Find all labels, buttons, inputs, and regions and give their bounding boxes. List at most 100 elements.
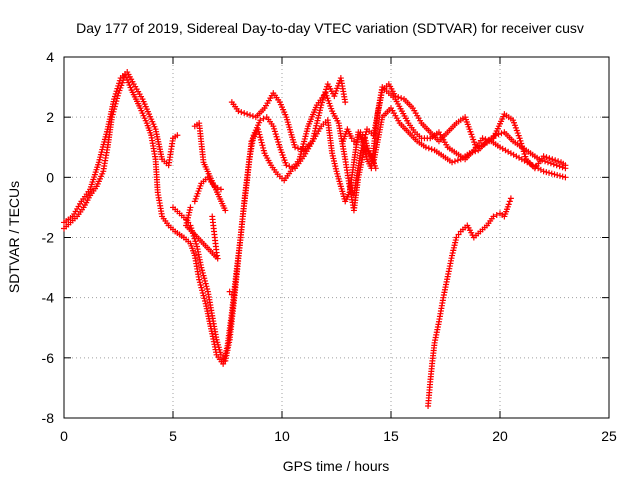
data-point bbox=[543, 169, 550, 176]
x-tick-label: 0 bbox=[60, 428, 68, 444]
data-point bbox=[372, 165, 379, 172]
plot-area-border bbox=[63, 56, 610, 419]
data-point bbox=[198, 284, 205, 291]
data-point bbox=[455, 231, 462, 238]
data-point bbox=[202, 280, 209, 287]
data-point bbox=[559, 173, 566, 180]
data-point bbox=[544, 159, 551, 166]
x-tick-label: 20 bbox=[492, 428, 508, 444]
data-point bbox=[258, 139, 265, 146]
data-point bbox=[260, 144, 267, 151]
data-point bbox=[549, 156, 556, 163]
data-point bbox=[249, 113, 256, 120]
data-point bbox=[199, 269, 206, 276]
data-point bbox=[201, 298, 208, 305]
data-point bbox=[238, 109, 245, 116]
data-point bbox=[425, 145, 432, 152]
data-point bbox=[517, 137, 524, 144]
data-point bbox=[548, 170, 555, 177]
data-point bbox=[428, 146, 435, 153]
data-point bbox=[542, 158, 549, 165]
data-point bbox=[255, 126, 262, 133]
data-point bbox=[201, 275, 208, 282]
data-point bbox=[257, 117, 264, 124]
data-point bbox=[257, 136, 264, 143]
data-point bbox=[540, 153, 547, 160]
x-tick-label: 10 bbox=[274, 428, 290, 444]
data-point bbox=[294, 145, 301, 152]
data-point bbox=[546, 169, 553, 176]
data-point bbox=[498, 130, 505, 137]
y-tick-label: -6 bbox=[42, 350, 55, 366]
data-point bbox=[203, 283, 210, 290]
data-point bbox=[200, 292, 207, 299]
data-point bbox=[479, 135, 486, 142]
data-point bbox=[199, 267, 206, 274]
data-point bbox=[363, 128, 370, 135]
data-point bbox=[449, 159, 456, 166]
data-point bbox=[260, 115, 267, 122]
data-point bbox=[469, 149, 476, 156]
chart-title: Day 177 of 2019, Sidereal Day-to-day VTE… bbox=[76, 20, 584, 36]
data-point bbox=[555, 158, 562, 165]
data-point bbox=[550, 161, 557, 168]
data-point bbox=[271, 128, 278, 135]
data-point bbox=[192, 238, 199, 245]
data-point bbox=[247, 112, 254, 119]
data-point bbox=[226, 288, 233, 295]
data-point bbox=[256, 131, 263, 138]
data-point bbox=[200, 272, 207, 279]
data-point bbox=[113, 88, 120, 95]
data-point bbox=[536, 156, 543, 163]
data-point bbox=[350, 138, 357, 145]
data-point bbox=[255, 128, 262, 135]
x-tick-label: 25 bbox=[601, 428, 617, 444]
data-point bbox=[272, 131, 279, 138]
data-point bbox=[505, 201, 512, 208]
data-point bbox=[270, 123, 277, 130]
data-point bbox=[516, 135, 523, 142]
y-tick-label: 2 bbox=[46, 109, 54, 125]
data-point bbox=[116, 77, 123, 84]
data-point bbox=[276, 141, 283, 148]
data-point bbox=[259, 142, 266, 149]
data-point bbox=[257, 134, 264, 141]
data-point bbox=[539, 157, 546, 164]
data-point bbox=[556, 163, 563, 170]
data-point bbox=[556, 172, 563, 179]
data-point bbox=[453, 234, 460, 241]
x-axis-label: GPS time / hours bbox=[283, 458, 390, 474]
data-point bbox=[235, 108, 242, 115]
x-tick-label: 5 bbox=[169, 428, 177, 444]
data-point bbox=[493, 211, 500, 218]
data-point bbox=[201, 277, 208, 284]
data-point bbox=[554, 172, 561, 179]
data-point bbox=[422, 144, 429, 151]
data-point bbox=[273, 133, 280, 140]
data-point bbox=[198, 264, 205, 271]
data-point bbox=[357, 129, 364, 136]
data-point bbox=[546, 155, 553, 162]
data-point bbox=[362, 131, 369, 138]
data-point bbox=[116, 80, 123, 87]
data-point bbox=[271, 125, 278, 132]
data-point bbox=[492, 132, 499, 139]
data-point bbox=[260, 147, 267, 154]
data-point bbox=[507, 195, 514, 202]
data-point bbox=[506, 198, 513, 205]
y-axis-label: SDTVAR / TECUs bbox=[6, 181, 22, 293]
data-point bbox=[115, 82, 122, 89]
data-point bbox=[111, 96, 118, 103]
data-point bbox=[473, 144, 480, 151]
data-point bbox=[547, 160, 554, 167]
data-point bbox=[466, 150, 473, 157]
data-point bbox=[348, 135, 355, 142]
data-point bbox=[222, 207, 229, 214]
data-point bbox=[521, 151, 528, 158]
data-point bbox=[395, 94, 402, 101]
data-point bbox=[552, 157, 559, 164]
data-point bbox=[562, 165, 569, 172]
data-point bbox=[114, 85, 121, 92]
data-point bbox=[112, 90, 119, 97]
